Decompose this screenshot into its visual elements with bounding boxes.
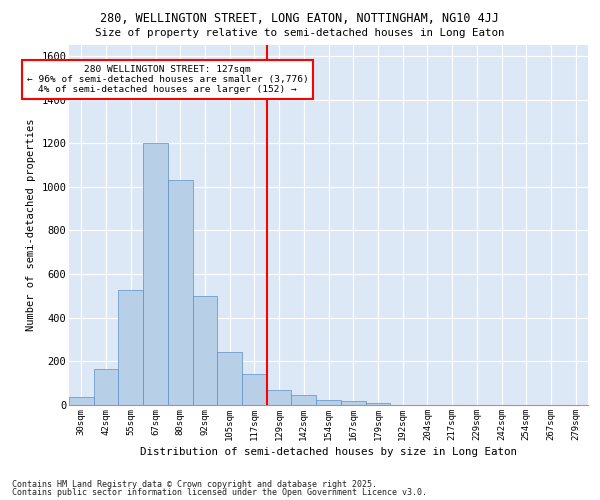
Bar [69, 398, 94, 405]
Bar [193, 296, 217, 405]
Bar [143, 143, 168, 405]
Bar [168, 180, 193, 405]
Y-axis label: Number of semi-detached properties: Number of semi-detached properties [26, 118, 35, 331]
Bar [242, 374, 267, 405]
Bar [341, 401, 365, 405]
Bar [292, 395, 316, 405]
Text: Contains HM Land Registry data © Crown copyright and database right 2025.: Contains HM Land Registry data © Crown c… [12, 480, 377, 489]
Bar [316, 400, 341, 405]
Text: 280 WELLINGTON STREET: 127sqm
← 96% of semi-detached houses are smaller (3,776)
: 280 WELLINGTON STREET: 127sqm ← 96% of s… [27, 64, 309, 94]
Bar [217, 352, 242, 405]
Text: Contains public sector information licensed under the Open Government Licence v3: Contains public sector information licen… [12, 488, 427, 497]
X-axis label: Distribution of semi-detached houses by size in Long Eaton: Distribution of semi-detached houses by … [140, 447, 517, 457]
Bar [94, 369, 118, 405]
Bar [118, 290, 143, 405]
Text: Size of property relative to semi-detached houses in Long Eaton: Size of property relative to semi-detach… [95, 28, 505, 38]
Bar [365, 404, 390, 405]
Text: 280, WELLINGTON STREET, LONG EATON, NOTTINGHAM, NG10 4JJ: 280, WELLINGTON STREET, LONG EATON, NOTT… [101, 12, 499, 26]
Bar [267, 390, 292, 405]
